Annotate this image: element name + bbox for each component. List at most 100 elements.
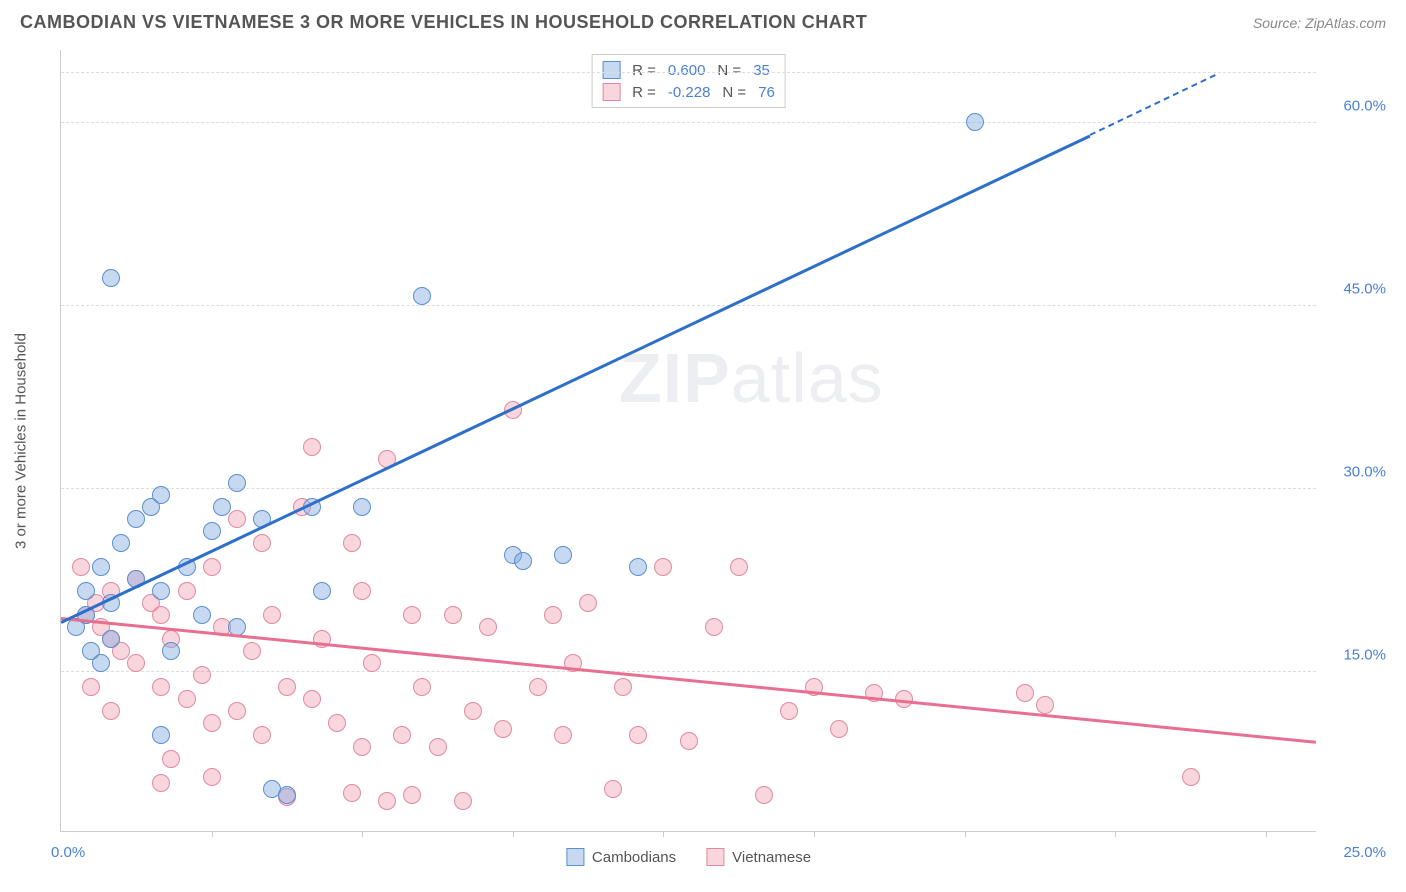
scatter-point-series2 — [755, 786, 773, 804]
regression-line-series2 — [61, 617, 1316, 743]
scatter-point-series2 — [1182, 768, 1200, 786]
scatter-point-series1 — [213, 498, 231, 516]
scatter-point-series2 — [178, 582, 196, 600]
x-axis-origin-label: 0.0% — [51, 844, 85, 861]
scatter-point-series2 — [253, 534, 271, 552]
x-tick — [814, 831, 815, 837]
legend-row-series1: R = 0.600 N = 35 — [602, 59, 775, 81]
swatch-series2 — [602, 83, 620, 101]
scatter-point-series2 — [1036, 696, 1054, 714]
scatter-point-series1 — [152, 486, 170, 504]
scatter-point-series1 — [554, 546, 572, 564]
grid-line — [61, 305, 1316, 306]
x-tick — [1266, 831, 1267, 837]
scatter-point-series2 — [479, 618, 497, 636]
chart-title: CAMBODIAN VS VIETNAMESE 3 OR MORE VEHICL… — [20, 12, 867, 33]
scatter-point-series2 — [178, 690, 196, 708]
scatter-point-series2 — [629, 726, 647, 744]
scatter-point-series1 — [102, 269, 120, 287]
scatter-point-series2 — [554, 726, 572, 744]
x-tick — [513, 831, 514, 837]
scatter-point-series2 — [278, 678, 296, 696]
scatter-point-series1 — [112, 534, 130, 552]
scatter-point-series2 — [403, 786, 421, 804]
scatter-point-series1 — [514, 552, 532, 570]
scatter-point-series2 — [680, 732, 698, 750]
scatter-point-series2 — [127, 654, 145, 672]
scatter-point-series2 — [193, 666, 211, 684]
regression-line-series1 — [60, 134, 1090, 623]
grid-line — [61, 72, 1316, 73]
grid-line — [61, 122, 1316, 123]
swatch-series1-icon — [566, 848, 584, 866]
scatter-point-series2 — [403, 606, 421, 624]
scatter-point-series2 — [152, 678, 170, 696]
x-tick — [1115, 831, 1116, 837]
scatter-point-series2 — [162, 750, 180, 768]
scatter-point-series2 — [494, 720, 512, 738]
scatter-point-series2 — [82, 678, 100, 696]
legend-item-series2: Vietnamese — [706, 848, 811, 866]
scatter-point-series2 — [353, 582, 371, 600]
scatter-point-series2 — [203, 768, 221, 786]
grid-line — [61, 488, 1316, 489]
watermark: ZIPatlas — [619, 338, 884, 418]
regression-line-series1-extension — [1090, 74, 1216, 136]
scatter-point-series2 — [303, 438, 321, 456]
scatter-point-series1 — [193, 606, 211, 624]
scatter-point-series2 — [378, 792, 396, 810]
scatter-point-series1 — [413, 287, 431, 305]
scatter-point-series2 — [654, 558, 672, 576]
scatter-point-series2 — [328, 714, 346, 732]
scatter-point-series2 — [228, 510, 246, 528]
scatter-point-series2 — [393, 726, 411, 744]
y-tick-label: 15.0% — [1343, 646, 1386, 663]
swatch-series2-icon — [706, 848, 724, 866]
x-tick — [362, 831, 363, 837]
scatter-point-series1 — [353, 498, 371, 516]
scatter-point-series2 — [152, 774, 170, 792]
scatter-point-series2 — [614, 678, 632, 696]
scatter-point-series2 — [464, 702, 482, 720]
x-tick — [212, 831, 213, 837]
scatter-point-series1 — [162, 642, 180, 660]
scatter-point-series2 — [413, 678, 431, 696]
series-legend: Cambodians Vietnamese — [566, 848, 811, 866]
scatter-point-series1 — [313, 582, 331, 600]
scatter-point-series2 — [102, 702, 120, 720]
y-tick-label: 60.0% — [1343, 98, 1386, 115]
scatter-point-series1 — [92, 558, 110, 576]
scatter-point-series2 — [203, 558, 221, 576]
scatter-point-series2 — [72, 558, 90, 576]
scatter-point-series2 — [705, 618, 723, 636]
scatter-point-series2 — [1016, 684, 1034, 702]
scatter-point-series1 — [203, 522, 221, 540]
grid-line — [61, 671, 1316, 672]
scatter-point-series2 — [353, 738, 371, 756]
scatter-point-series1 — [966, 113, 984, 131]
scatter-point-series1 — [278, 786, 296, 804]
scatter-point-series2 — [152, 606, 170, 624]
legend-row-series2: R = -0.228 N = 76 — [602, 81, 775, 103]
scatter-point-series1 — [629, 558, 647, 576]
scatter-point-series2 — [343, 534, 361, 552]
correlation-legend: R = 0.600 N = 35 R = -0.228 N = 76 — [591, 54, 786, 108]
scatter-point-series1 — [77, 582, 95, 600]
scatter-point-series2 — [604, 780, 622, 798]
scatter-point-series2 — [303, 690, 321, 708]
y-tick-label: 45.0% — [1343, 281, 1386, 298]
scatter-point-series2 — [444, 606, 462, 624]
scatter-point-series2 — [529, 678, 547, 696]
scatter-point-series2 — [830, 720, 848, 738]
scatter-point-series2 — [253, 726, 271, 744]
scatter-point-series1 — [152, 582, 170, 600]
scatter-point-series1 — [102, 630, 120, 648]
scatter-point-series1 — [152, 726, 170, 744]
scatter-point-series2 — [228, 702, 246, 720]
x-tick — [965, 831, 966, 837]
scatter-point-series2 — [544, 606, 562, 624]
scatter-point-series2 — [579, 594, 597, 612]
scatter-point-series2 — [780, 702, 798, 720]
scatter-point-series2 — [343, 784, 361, 802]
chart-plot-area: 3 or more Vehicles in Household ZIPatlas… — [60, 50, 1316, 832]
